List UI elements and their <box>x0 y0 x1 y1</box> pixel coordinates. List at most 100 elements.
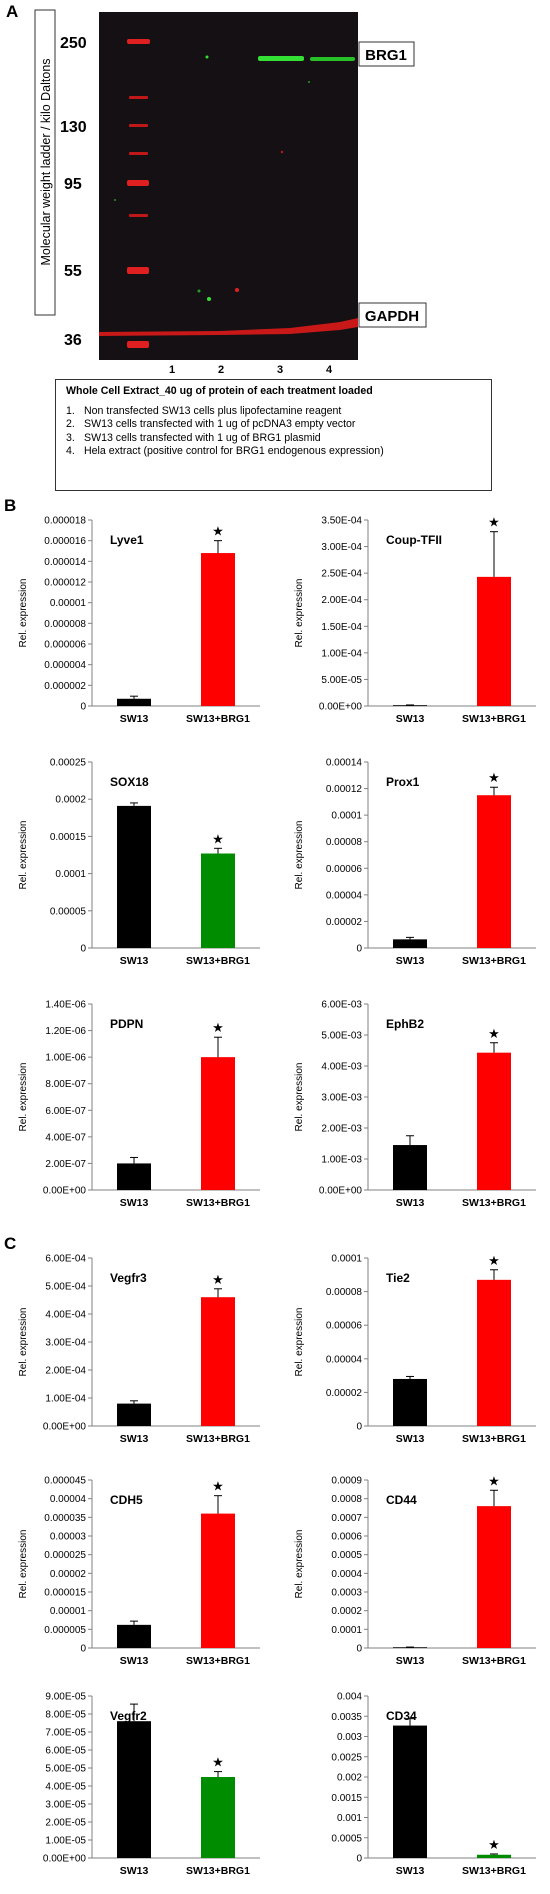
bar-sw13-brg1 <box>477 795 511 948</box>
x-category-label: SW13 <box>120 955 149 967</box>
y-tick-label: 0.000045 <box>44 1476 86 1487</box>
y-tick-label: 0.000035 <box>44 1513 86 1524</box>
y-tick-label: 0 <box>356 1854 362 1865</box>
ladder-label-95: 95 <box>64 176 82 193</box>
significance-star: ★ <box>488 1026 500 1041</box>
y-tick-label: 0.004 <box>337 1692 362 1703</box>
brg1-label-box <box>358 41 415 67</box>
legend-item-text: Non transfected SW13 cells plus lipofect… <box>84 404 342 417</box>
y-tick-label: 0.001 <box>337 1813 362 1824</box>
significance-star: ★ <box>488 770 500 785</box>
ladder-band <box>129 96 148 99</box>
y-tick-label: 1.00E-04 <box>45 1394 86 1405</box>
y-tick-label: 0.000016 <box>44 536 86 547</box>
y-tick-label: 1.40E-06 <box>45 1000 86 1011</box>
ladder-label-250: 250 <box>60 35 87 52</box>
y-tick-label: 4.00E-07 <box>45 1132 86 1143</box>
ladder-band <box>129 214 148 217</box>
pdpn-chart: Rel. expression 0.00E+00 2.00E-07 4.00E-07 6… <box>18 1000 260 1209</box>
x-category-label: SW13 <box>120 1655 149 1667</box>
bar-sw13 <box>393 1725 427 1858</box>
y-tick-label: 0.00008 <box>326 1287 363 1298</box>
bar-sw13-brg1 <box>477 1506 511 1648</box>
gapdh-label-box <box>358 302 427 328</box>
y-tick-label: 0 <box>356 1422 362 1433</box>
y-tick-label: 0.00003 <box>50 1532 87 1543</box>
y-tick-label: 0.00001 <box>50 1606 87 1617</box>
chart-title: PDPN <box>110 1017 143 1031</box>
significance-star: ★ <box>488 1837 500 1852</box>
legend-item-number: 2. <box>66 418 75 430</box>
y-tick-label: 0.00E+00 <box>43 1422 87 1433</box>
y-tick-label: 0.000005 <box>44 1625 86 1636</box>
y-tick-label: 0.000014 <box>44 557 86 568</box>
legend-title: Whole Cell Extract_40 ug of protein of e… <box>66 385 373 397</box>
y-tick-label: 0.000015 <box>44 1588 86 1599</box>
significance-star: ★ <box>212 1272 224 1287</box>
cd34-chart: 0 0.0005 0.001 0.0015 0.002 0.0025 0.003 0.0035… <box>331 1692 536 1877</box>
y-tick-label: 4.00E-04 <box>45 1310 86 1321</box>
bar-sw13-brg1 <box>477 1854 511 1858</box>
y-tick-label: 2.00E-07 <box>45 1159 86 1170</box>
y-tick-label: 0.000008 <box>44 619 86 630</box>
y-axis-label: Rel. expression <box>18 1063 29 1132</box>
y-tick-label: 1.00E-03 <box>321 1155 362 1166</box>
x-category-label: SW13+BRG1 <box>462 1865 526 1877</box>
x-category-label: SW13 <box>120 1433 149 1445</box>
chart-title: SOX18 <box>110 775 149 789</box>
brg1-band-lane3 <box>258 56 304 61</box>
speckle <box>280 150 284 154</box>
bar-sw13-brg1 <box>201 1057 235 1190</box>
legend-item: 4. Hela extract (positive control for BRG… <box>66 445 485 459</box>
y-tick-label: 0.00014 <box>326 758 363 769</box>
significance-star: ★ <box>488 1253 500 1268</box>
y-tick-label: 3.50E-04 <box>321 516 362 527</box>
significance-star: ★ <box>212 524 224 539</box>
y-tick-label: 0.0003 <box>331 1588 362 1599</box>
y-tick-label: 0.00002 <box>326 1388 363 1399</box>
x-category-label: SW13+BRG1 <box>186 955 250 967</box>
y-tick-label: 0.00001 <box>50 598 87 609</box>
y-tick-label: 0.000002 <box>44 681 86 692</box>
y-tick-label: 6.00E-03 <box>321 1000 362 1011</box>
y-tick-label: 4.00E-05 <box>45 1782 86 1793</box>
y-tick-label: 0.0002 <box>331 1606 362 1617</box>
brg1-label: BRG1 <box>365 47 407 64</box>
y-tick-label: 2.00E-03 <box>321 1124 362 1135</box>
y-tick-label: 1.50E-04 <box>321 622 362 633</box>
y-tick-label: 1.00E-06 <box>45 1053 86 1064</box>
bar-sw13-brg1 <box>201 1513 235 1648</box>
y-tick-label: 0.0025 <box>331 1752 362 1763</box>
vegfr3-chart: Rel. expression 0.00E+00 1.00E-04 2.00E-04 3… <box>18 1254 260 1445</box>
panel-letter-c: C <box>4 1234 17 1253</box>
y-axis-label: Rel. expression <box>18 821 29 890</box>
speckle <box>114 199 116 201</box>
ladder-label-36: 36 <box>64 332 82 349</box>
gapdh-label: GAPDH <box>365 308 419 325</box>
ladder-band <box>127 341 149 348</box>
y-tick-label: 0.0005 <box>331 1833 362 1844</box>
y-tick-label: 0.00004 <box>50 1494 87 1505</box>
y-tick-label: 0.00E+00 <box>319 1186 363 1197</box>
y-tick-label: 0.000018 <box>44 516 86 527</box>
y-tick-label: 0.00025 <box>50 758 87 769</box>
legend-item: 3. SW13 cells transfected with 1 ug of BR… <box>66 432 485 446</box>
y-tick-label: 0.00E+00 <box>319 702 363 713</box>
significance-star: ★ <box>212 1020 224 1035</box>
y-tick-label: 0.0001 <box>331 811 362 822</box>
y-tick-label: 0.0008 <box>331 1494 362 1505</box>
y-tick-label: 0.0004 <box>331 1569 362 1580</box>
legend-item-number: 3. <box>66 431 75 444</box>
ladder-band <box>127 180 149 186</box>
x-category-label: SW13+BRG1 <box>186 713 250 725</box>
y-tick-label: 1.00E-04 <box>321 648 362 659</box>
x-category-label: SW13 <box>396 1865 425 1877</box>
y-tick-label: 5.00E-05 <box>321 675 362 686</box>
y-tick-label: 8.00E-05 <box>45 1710 86 1721</box>
bar-sw13-brg1 <box>201 853 235 948</box>
lyve1-chart: Rel. expression 0 0.000002 0.000004 0.000006… <box>18 516 260 725</box>
ephb2-chart: Rel. expression 0.00E+00 1.00E-03 2.00E-03 3… <box>294 1000 536 1209</box>
x-category-label: SW13+BRG1 <box>462 955 526 967</box>
y-tick-label: 0.000004 <box>44 660 86 671</box>
legend-item-text: SW13 cells transfected with 1 ug of BRG1… <box>84 431 321 444</box>
